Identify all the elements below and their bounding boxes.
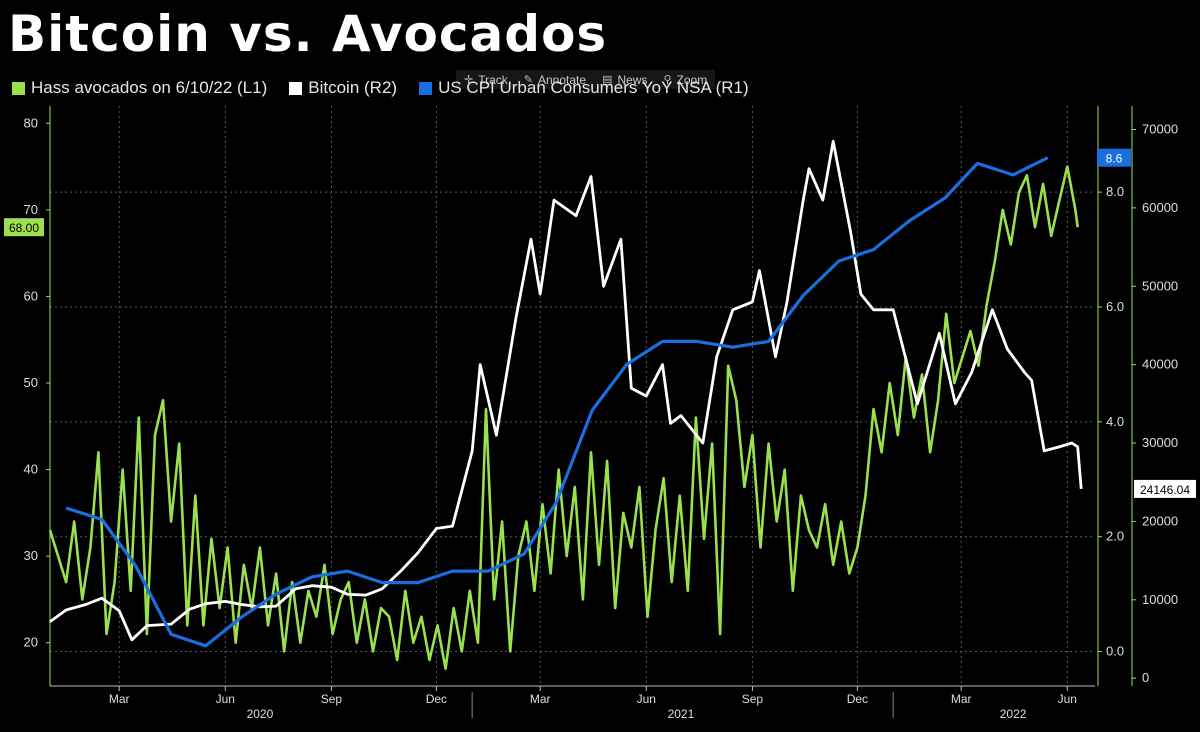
news-label: News	[617, 72, 648, 87]
l1-last-value-bg	[4, 218, 44, 237]
legend-label-cpi: US CPI Urban Consumers YoY NSA (R1)	[438, 78, 749, 97]
series	[48, 139, 1083, 671]
x-tick-label: Jun	[637, 692, 656, 706]
legend-swatch-cpi	[419, 81, 433, 95]
l1-last-value: 68.00	[9, 221, 39, 235]
value-labels: 68.00 8.6 24146.04	[4, 148, 1196, 498]
track-button[interactable]: ✛ Track	[456, 70, 516, 89]
l1-tick-label: 60	[24, 288, 38, 303]
r2-last-value: 24146.04	[1140, 483, 1190, 497]
l1-tick-label: 70	[24, 202, 38, 217]
x-tick-label: Jun	[1058, 692, 1077, 706]
year-label: 2021	[668, 707, 695, 721]
legend-label-bitcoin: Bitcoin (R2)	[308, 78, 398, 97]
r2-tick-label: 10000	[1142, 592, 1178, 607]
x-tick-label: Dec	[847, 692, 868, 706]
x-tick-label: Dec	[426, 692, 447, 706]
x-tick-label: Jun	[216, 692, 235, 706]
zoom-button[interactable]: ⚲ Zoom	[655, 70, 715, 89]
legend-swatch-avocado	[12, 81, 25, 95]
r2-tick-label: 0	[1142, 670, 1149, 685]
x-tick-label: Mar	[530, 692, 551, 706]
r1-tick-label: 6.0	[1106, 299, 1124, 314]
r1-tick-label: 8.0	[1106, 184, 1124, 199]
r1-tick-label: 0.0	[1106, 644, 1124, 659]
x-tick-label: Mar	[109, 692, 130, 706]
grid	[50, 106, 1095, 686]
chart-legend: Hass avocados on 6/10/22 (L1) Bitcoin (R…	[12, 76, 771, 100]
year-label: 2022	[1000, 707, 1027, 721]
track-label: Track	[478, 72, 508, 87]
crosshair-icon: ✛	[464, 73, 474, 86]
x-tick-label: Mar	[951, 692, 972, 706]
l1-tick-label: 30	[24, 548, 38, 563]
chart-toolbar: ✛ Track ✎ Annotate ▤ News ⚲ Zoom	[456, 70, 716, 89]
axes: Mar Jun Sep Dec Mar Jun Sep Dec Mar Jun 2020 2021 20…	[24, 106, 1178, 721]
chart-title: Bitcoin vs. Avocados	[8, 5, 608, 63]
r2-tick-label: 50000	[1142, 278, 1178, 293]
news-button[interactable]: ▤ News	[594, 70, 655, 89]
year-label: 2020	[247, 707, 274, 721]
r2-tick-label: 20000	[1142, 513, 1178, 528]
series-line-avocado	[48, 165, 1079, 671]
r1-tick-label: 2.0	[1106, 529, 1124, 544]
legend-label-avocado: Hass avocados on 6/10/22 (L1)	[31, 78, 268, 97]
series-line-cpi	[65, 156, 1049, 648]
r1-tick-label: 4.0	[1106, 414, 1124, 429]
pencil-icon: ✎	[523, 73, 533, 86]
r1-last-value-bg	[1097, 148, 1131, 167]
l1-tick-label: 20	[24, 635, 38, 650]
legend-item-cpi[interactable]: US CPI Urban Consumers YoY NSA (R1)	[419, 78, 749, 98]
l1-tick-label: 40	[24, 462, 38, 477]
legend-item-avocado[interactable]: Hass avocados on 6/10/22 (L1)	[12, 78, 267, 98]
r2-tick-label: 30000	[1142, 435, 1178, 450]
news-icon: ▤	[602, 73, 613, 86]
r2-tick-label: 60000	[1142, 200, 1178, 215]
r2-tick-label: 40000	[1142, 357, 1178, 372]
r2-last-value-bg	[1134, 479, 1196, 498]
annotate-label: Annotate	[538, 72, 587, 87]
series-line-bitcoin	[49, 139, 1083, 642]
legend-item-bitcoin[interactable]: Bitcoin (R2)	[289, 78, 397, 98]
magnifier-icon: ⚲	[663, 73, 672, 86]
l1-tick-label: 50	[24, 375, 38, 390]
r1-last-value: 8.6	[1106, 152, 1123, 166]
r2-tick-label: 70000	[1142, 122, 1178, 137]
x-tick-label: Sep	[321, 692, 343, 706]
annotate-button[interactable]: ✎ Annotate	[516, 70, 594, 89]
zoom-label: Zoom	[676, 72, 708, 87]
l1-tick-label: 80	[24, 115, 38, 130]
legend-swatch-bitcoin	[289, 81, 303, 95]
x-tick-label: Sep	[742, 692, 764, 706]
